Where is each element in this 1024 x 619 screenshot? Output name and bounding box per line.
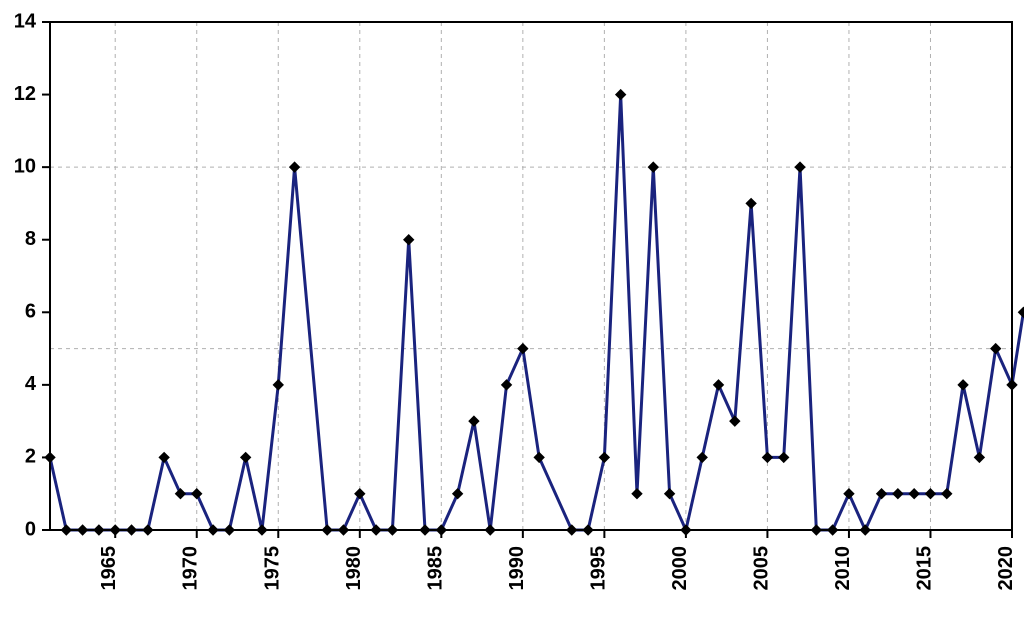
data-marker bbox=[616, 90, 626, 100]
x-tick-label: 1970 bbox=[180, 546, 202, 591]
data-marker bbox=[355, 489, 365, 499]
data-marker bbox=[1018, 307, 1024, 317]
data-marker bbox=[290, 162, 300, 172]
data-marker bbox=[893, 489, 903, 499]
data-marker bbox=[795, 162, 805, 172]
y-tick-label: 10 bbox=[14, 155, 36, 177]
data-marker bbox=[273, 380, 283, 390]
y-tick-label: 4 bbox=[25, 373, 37, 395]
data-marker bbox=[762, 452, 772, 462]
y-tick-label: 6 bbox=[25, 301, 36, 323]
data-marker bbox=[746, 198, 756, 208]
data-marker bbox=[991, 344, 1001, 354]
plot-border bbox=[50, 22, 1012, 530]
x-tick-label: 2010 bbox=[832, 546, 854, 591]
data-marker bbox=[404, 235, 414, 245]
data-marker bbox=[697, 452, 707, 462]
data-marker bbox=[192, 489, 202, 499]
data-marker bbox=[534, 452, 544, 462]
x-tick-label: 2015 bbox=[913, 546, 935, 591]
data-marker bbox=[714, 380, 724, 390]
x-tick-label: 1990 bbox=[506, 546, 528, 591]
data-marker bbox=[779, 452, 789, 462]
y-tick-label: 14 bbox=[14, 10, 37, 32]
y-tick-label: 0 bbox=[25, 518, 36, 540]
line-chart: 0 2 4 6 8 10 12 14 1965 1970 1975 1980 1985 1990 1995 2… bbox=[0, 0, 1024, 619]
x-tick-label: 1965 bbox=[98, 546, 120, 591]
y-tick-label: 12 bbox=[14, 83, 36, 105]
data-marker bbox=[453, 489, 463, 499]
data-line bbox=[50, 95, 1023, 530]
x-tick-label: 1985 bbox=[424, 546, 446, 591]
x-tick-label: 2000 bbox=[669, 546, 691, 591]
data-marker bbox=[599, 452, 609, 462]
x-tick-label: 1980 bbox=[343, 546, 365, 591]
data-marker bbox=[958, 380, 968, 390]
data-marker bbox=[648, 162, 658, 172]
data-marker bbox=[925, 489, 935, 499]
y-tick-label: 8 bbox=[25, 228, 36, 250]
data-marker bbox=[175, 489, 185, 499]
data-marker bbox=[241, 452, 251, 462]
data-marker bbox=[877, 489, 887, 499]
data-marker bbox=[909, 489, 919, 499]
data-marker bbox=[974, 452, 984, 462]
y-tick-label: 2 bbox=[25, 446, 36, 468]
data-marker bbox=[518, 344, 528, 354]
x-tick-label: 2020 bbox=[995, 546, 1017, 591]
data-marker bbox=[730, 416, 740, 426]
data-marker bbox=[844, 489, 854, 499]
data-marker bbox=[502, 380, 512, 390]
data-marker bbox=[159, 452, 169, 462]
data-marker bbox=[469, 416, 479, 426]
data-marker bbox=[632, 489, 642, 499]
x-tick-label: 2005 bbox=[750, 546, 772, 591]
data-marker bbox=[942, 489, 952, 499]
data-marker bbox=[665, 489, 675, 499]
x-tick-label: 1975 bbox=[261, 546, 283, 591]
x-tick-label: 1995 bbox=[587, 546, 609, 591]
